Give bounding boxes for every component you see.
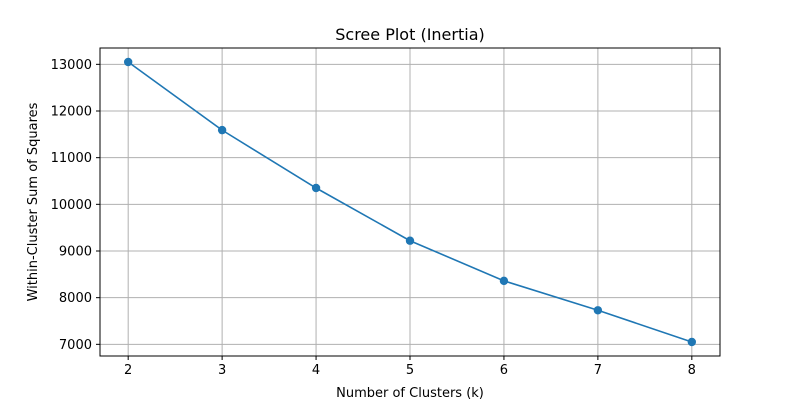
y-tick-label: 7000: [59, 338, 92, 353]
data-point-k4: [311, 183, 321, 193]
x-tick-label: 6: [500, 363, 508, 378]
data-point-k3: [217, 125, 227, 135]
x-axis-title: Number of Clusters (k): [336, 386, 484, 400]
y-tick-label: 12000: [51, 105, 92, 120]
y-tick-label: 9000: [59, 245, 92, 260]
data-series: [123, 57, 697, 347]
x-tick-label: 2: [124, 363, 132, 378]
y-tick-label: 13000: [51, 58, 92, 73]
data-point-k8: [687, 337, 697, 347]
x-tick-label: 7: [594, 363, 602, 378]
y-tick-label: 11000: [51, 151, 92, 166]
y-tick-label: 8000: [59, 291, 92, 306]
y-tick-label: 10000: [51, 198, 92, 213]
x-tick-label: 5: [406, 363, 414, 378]
x-tick-label: 3: [218, 363, 226, 378]
axis-ticks: 2 3 4 5 6 7 8 7000 8000 9000 10000 11000 12000 13000: [51, 58, 696, 378]
x-tick-label: 8: [688, 363, 696, 378]
data-point-k2: [123, 57, 133, 67]
y-axis-title: Within-Cluster Sum of Squares: [26, 102, 41, 301]
data-point-k6: [499, 276, 509, 286]
data-point-k5: [405, 236, 415, 245]
grid-lines: [100, 48, 720, 356]
chart-title: Scree Plot (Inertia): [335, 25, 484, 44]
data-point-k7: [593, 306, 603, 315]
x-tick-label: 4: [312, 363, 320, 378]
